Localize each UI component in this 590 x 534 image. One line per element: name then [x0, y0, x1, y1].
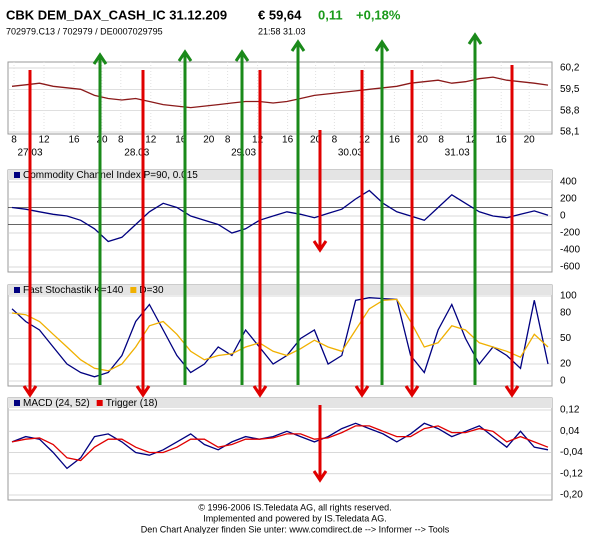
y-tick-label: 50 [560, 333, 572, 344]
x-tick-label: 20 [310, 135, 322, 146]
legend-label: MACD (24, 52) [23, 398, 90, 409]
price: € 59,64 [258, 7, 302, 22]
arrow-head [354, 385, 370, 398]
y-tick-label: -0,20 [560, 490, 583, 501]
y-tick-label: 0 [560, 376, 566, 387]
y-tick-label: 58,1 [560, 127, 580, 138]
y-tick-label: -200 [560, 228, 580, 239]
ids: 702979.C13 / 702979 / DE0007029795 [6, 26, 163, 36]
legend-swatch [130, 287, 137, 293]
title: CBK DEM_DAX_CASH_IC 31.12.209 [6, 7, 227, 22]
x-tick-label: 16 [389, 135, 401, 146]
x-tick-label: 8 [118, 135, 124, 146]
arrow-head [374, 39, 390, 52]
arrow-head [312, 470, 328, 483]
x-tick-label: 12 [38, 135, 50, 146]
arrow-head [92, 52, 108, 65]
footer: Implemented and powered by IS.Teledata A… [203, 513, 387, 523]
x-tick-label: 12 [145, 135, 157, 146]
footer: © 1996-2006 IS.Teledata AG, all rights r… [198, 502, 391, 512]
legend-bar [8, 170, 552, 180]
y-tick-label: -0,04 [560, 447, 583, 458]
legend-bar [8, 398, 552, 408]
legend-label: Fast Stochastik K=140 [23, 285, 124, 296]
legend-label: D=30 [139, 285, 164, 296]
arrow-head [404, 385, 420, 398]
legend-label: Trigger (18) [106, 398, 158, 409]
legend-swatch [14, 400, 20, 406]
legend-swatch [14, 287, 20, 293]
legend-bar [8, 285, 552, 295]
x-tick-label: 12 [252, 135, 264, 146]
time: 21:58 31.03 [258, 26, 306, 36]
y-tick-label: 80 [560, 308, 572, 319]
y-tick-label: 100 [560, 291, 577, 302]
legend-label: Commodity Channel Index P=90, 0.015 [23, 170, 198, 181]
x-tick-label: 8 [438, 135, 444, 146]
panel [7, 284, 553, 387]
y-tick-label: 0,04 [560, 426, 580, 437]
legend-swatch [14, 172, 20, 178]
legend-swatch [96, 400, 103, 406]
y-tick-label: 20 [560, 359, 572, 370]
series-line [11, 422, 549, 470]
footer: Den Chart Analyzer finden Sie unter: www… [141, 524, 450, 534]
x-tick-label: 20 [96, 135, 108, 146]
y-tick-label: -600 [560, 262, 580, 273]
x-tick-label: 8 [225, 135, 231, 146]
x-tick-label: 12 [359, 135, 371, 146]
x-tick-label: 12 [466, 135, 478, 146]
x-tick-label: 20 [417, 135, 429, 146]
x-tick-label: 16 [282, 135, 294, 146]
date-label: 31.03 [445, 148, 470, 159]
date-label: 29.03 [231, 148, 256, 159]
arrow-head [290, 39, 306, 52]
x-tick-label: 20 [203, 135, 215, 146]
change: 0,11 [318, 7, 343, 22]
panel [7, 169, 553, 273]
x-tick-label: 8 [332, 135, 338, 146]
x-tick-label: 8 [11, 135, 17, 146]
arrow-head [252, 385, 268, 398]
x-tick-label: 16 [496, 135, 508, 146]
x-tick-label: 16 [175, 135, 187, 146]
arrow-head [135, 385, 151, 398]
y-tick-label: 60,2 [560, 63, 580, 74]
y-tick-label: 59,5 [560, 84, 580, 95]
panel [7, 61, 553, 135]
y-tick-label: -400 [560, 245, 580, 256]
x-tick-label: 16 [68, 135, 80, 146]
x-tick-label: 20 [524, 135, 536, 146]
arrow-head [234, 49, 250, 62]
series-line [11, 425, 549, 462]
change-pct: +0,18% [356, 7, 401, 22]
date-label: 30.03 [338, 148, 363, 159]
y-tick-label: 400 [560, 177, 577, 188]
y-tick-label: 58,8 [560, 105, 580, 116]
arrow-head [467, 32, 483, 45]
date-label: 28.03 [124, 148, 149, 159]
y-tick-label: 0,12 [560, 405, 580, 416]
arrow-head [504, 385, 520, 398]
arrow-head [177, 49, 193, 62]
y-tick-label: -0,12 [560, 468, 583, 479]
arrow-head [312, 240, 328, 253]
y-tick-label: 0 [560, 211, 566, 222]
panel [7, 397, 553, 501]
arrow-head [22, 385, 38, 398]
y-tick-label: 200 [560, 194, 577, 205]
